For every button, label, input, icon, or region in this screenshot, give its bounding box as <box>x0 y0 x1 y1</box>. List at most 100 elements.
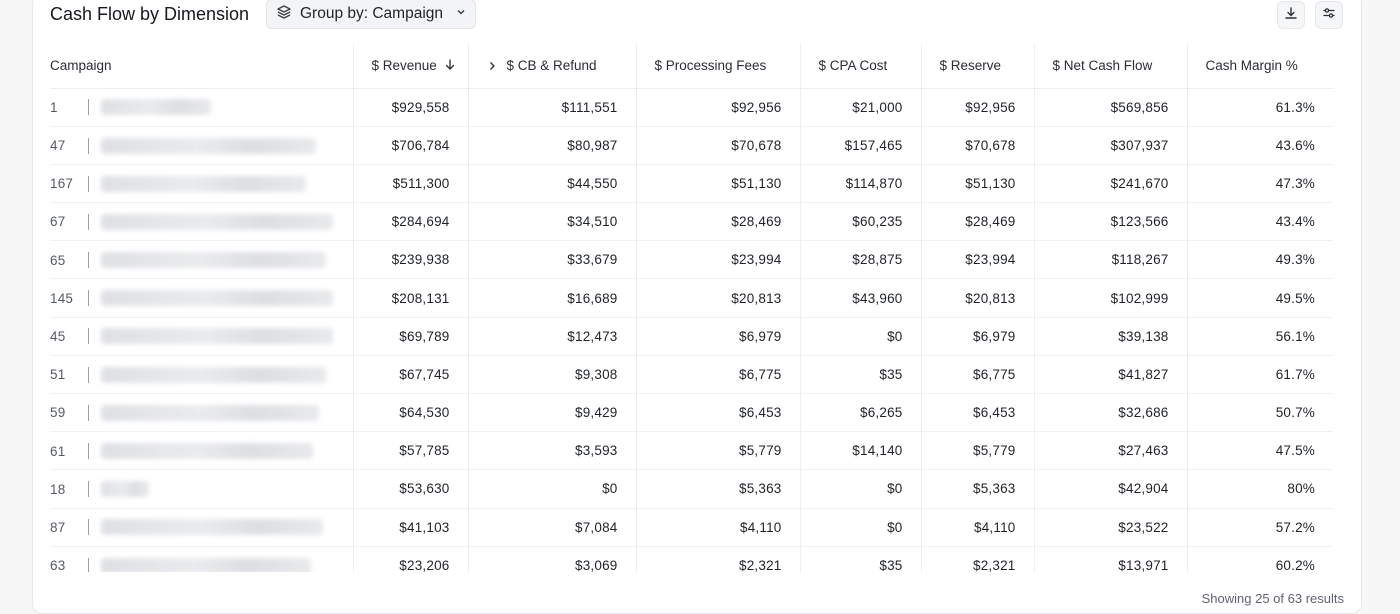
divider <box>88 213 89 230</box>
revenue-cell: $208,131 <box>352 278 468 318</box>
table-row[interactable]: 45 $69,789 $12,473 $6,979 $0 $6,979 $39,138 56.… <box>50 317 1333 356</box>
column-header-revenue[interactable]: $ Revenue <box>352 44 468 89</box>
cpa-cost-cell: $43,960 <box>799 278 921 318</box>
campaign-id: 51 <box>50 367 66 383</box>
campaign-name-redacted <box>101 175 306 192</box>
campaign-cell: 63 <box>50 546 353 572</box>
campaign-id: 145 <box>50 290 74 306</box>
reserve-cell: $2,321 <box>920 546 1034 572</box>
divider <box>88 366 89 383</box>
cash-flow-table: Campaign $ Revenue $ CB & Refund $ Proce… <box>50 44 1333 572</box>
column-settings-button[interactable] <box>1315 1 1343 29</box>
campaign-cell: 45 <box>50 317 353 356</box>
net-cash-flow-cell: $241,670 <box>1033 164 1187 204</box>
column-header-reserve[interactable]: $ Reserve <box>920 44 1034 89</box>
column-header-net-cash-flow[interactable]: $ Net Cash Flow <box>1033 44 1187 89</box>
campaign-cell: 167 <box>50 164 353 204</box>
revenue-cell: $67,745 <box>352 355 468 395</box>
campaign-id: 47 <box>50 138 66 153</box>
chevron-down-icon <box>455 5 467 23</box>
cpa-cost-cell: $0 <box>799 469 921 509</box>
cash-margin-cell: 47.5% <box>1186 431 1333 471</box>
cash-margin-cell: 49.3% <box>1186 240 1333 280</box>
cpa-cost-cell: $0 <box>799 508 921 547</box>
cash-margin-cell: 47.3% <box>1186 164 1333 204</box>
revenue-cell: $929,558 <box>352 88 468 127</box>
reserve-cell: $5,779 <box>920 431 1034 471</box>
revenue-cell: $57,785 <box>352 431 468 471</box>
processing-fees-cell: $20,813 <box>635 278 800 318</box>
campaign-id: 63 <box>50 558 66 572</box>
cb-refund-cell: $111,551 <box>467 88 636 127</box>
table-row[interactable]: 145 $208,131 $16,689 $20,813 $43,960 $20,813 $… <box>50 278 1333 318</box>
table-row[interactable]: 65 $239,938 $33,679 $23,994 $28,875 $23,994 $1… <box>50 240 1333 280</box>
table-row[interactable]: 63 $23,206 $3,069 $2,321 $35 $2,321 $13,971 60.… <box>50 546 1333 572</box>
campaign-id: 87 <box>50 519 66 535</box>
processing-fees-cell: $6,775 <box>635 355 800 395</box>
divider <box>88 99 89 116</box>
net-cash-flow-cell: $32,686 <box>1033 393 1187 433</box>
cash-flow-card: Cash Flow by Dimension Group by: Campaig… <box>32 0 1362 614</box>
campaign-name-redacted <box>101 290 333 307</box>
column-header-processing-fees[interactable]: $ Processing Fees <box>635 44 800 89</box>
cash-margin-cell: 43.4% <box>1186 202 1333 242</box>
divider <box>88 481 89 498</box>
revenue-cell: $239,938 <box>352 240 468 280</box>
column-header-cpa-cost[interactable]: $ CPA Cost <box>799 44 921 89</box>
reserve-cell: $5,363 <box>920 469 1034 509</box>
table-row[interactable]: 87 $41,103 $7,084 $4,110 $0 $4,110 $23,522 57.2… <box>50 508 1333 547</box>
column-header-cb-refund[interactable]: $ CB & Refund <box>467 44 636 89</box>
table-row[interactable]: 47 $706,784 $80,987 $70,678 $157,465 $70,678 $… <box>50 126 1333 165</box>
divider <box>88 252 89 269</box>
cpa-cost-cell: $21,000 <box>799 88 921 127</box>
table-row[interactable]: 67 $284,694 $34,510 $28,469 $60,235 $28,469 $1… <box>50 202 1333 242</box>
page-title: Cash Flow by Dimension <box>50 4 250 24</box>
cash-flow-table-container[interactable]: Campaign $ Revenue $ CB & Refund $ Proce… <box>50 44 1333 572</box>
cpa-cost-cell: $60,235 <box>799 202 921 242</box>
processing-fees-cell: $5,779 <box>635 431 800 471</box>
table-header-row: Campaign $ Revenue $ CB & Refund $ Proce… <box>50 44 1333 89</box>
group-by-dropdown[interactable]: Group by: Campaign <box>266 0 476 29</box>
column-header-campaign[interactable]: Campaign <box>50 44 353 89</box>
campaign-name-redacted <box>101 443 313 459</box>
campaign-cell: 47 <box>50 126 353 165</box>
download-button[interactable] <box>1277 1 1305 29</box>
net-cash-flow-cell: $23,522 <box>1033 508 1187 547</box>
revenue-cell: $69,789 <box>352 317 468 356</box>
table-row[interactable]: 167 $511,300 $44,550 $51,130 $114,870 $51,130… <box>50 164 1333 204</box>
table-row[interactable]: 1 $929,558 $111,551 $92,956 $21,000 $92,956 $5… <box>50 88 1333 127</box>
divider <box>88 443 89 459</box>
table-row[interactable]: 51 $67,745 $9,308 $6,775 $35 $6,775 $41,827 61.… <box>50 355 1333 395</box>
campaign-name-redacted <box>101 481 149 498</box>
cpa-cost-cell: $35 <box>799 546 921 572</box>
cb-refund-cell: $3,069 <box>467 546 636 572</box>
table-row[interactable]: 61 $57,785 $3,593 $5,779 $14,140 $5,779 $27,46… <box>50 431 1333 471</box>
campaign-name-redacted <box>101 404 319 421</box>
campaign-cell: 87 <box>50 508 353 547</box>
processing-fees-cell: $70,678 <box>635 126 800 165</box>
chevron-right-icon[interactable] <box>487 59 497 74</box>
net-cash-flow-cell: $39,138 <box>1033 317 1187 356</box>
column-header-cash-margin[interactable]: Cash Margin % <box>1186 44 1333 89</box>
cb-refund-cell: $0 <box>467 469 636 509</box>
campaign-id: 67 <box>50 214 66 230</box>
campaign-name-redacted <box>101 328 333 345</box>
table-row[interactable]: 59 $64,530 $9,429 $6,453 $6,265 $6,453 $32,686… <box>50 393 1333 433</box>
campaign-name-redacted <box>101 519 323 536</box>
divider <box>88 290 89 307</box>
cpa-cost-cell: $35 <box>799 355 921 395</box>
reserve-cell: $20,813 <box>920 278 1034 318</box>
table-row[interactable]: 18 $53,630 $0 $5,363 $0 $5,363 $42,904 80% <box>50 469 1333 509</box>
cb-refund-cell: $44,550 <box>467 164 636 204</box>
reserve-cell: $4,110 <box>920 508 1034 547</box>
net-cash-flow-cell: $123,566 <box>1033 202 1187 242</box>
cb-refund-cell: $9,429 <box>467 393 636 433</box>
revenue-cell: $53,630 <box>352 469 468 509</box>
reserve-cell: $92,956 <box>920 88 1034 127</box>
processing-fees-cell: $28,469 <box>635 202 800 242</box>
cb-refund-cell: $7,084 <box>467 508 636 547</box>
download-icon <box>1284 6 1298 25</box>
reserve-cell: $70,678 <box>920 126 1034 165</box>
divider <box>88 404 89 421</box>
reserve-cell: $6,453 <box>920 393 1034 433</box>
